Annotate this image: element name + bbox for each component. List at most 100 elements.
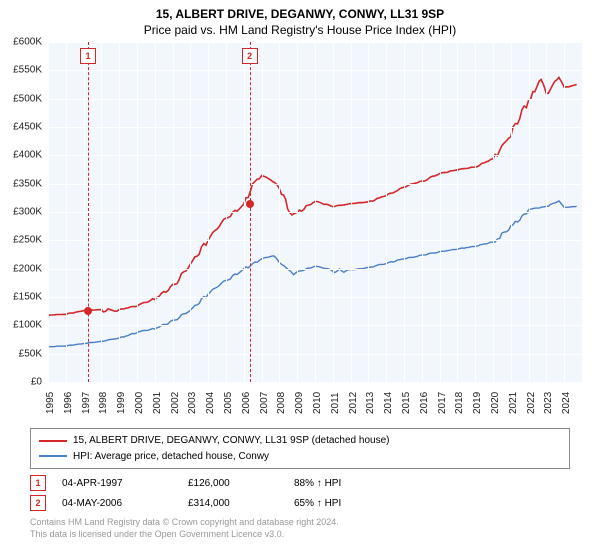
legend-swatch-1: [39, 455, 67, 457]
gridline-v: [315, 42, 316, 382]
gridline-v: [422, 42, 423, 382]
gridline-v: [351, 42, 352, 382]
xtick-label: 2000: [134, 392, 145, 414]
ytick-label: £550K: [0, 65, 42, 76]
marker-dot: [246, 200, 254, 208]
gridline-v: [84, 42, 85, 382]
xtick-label: 2013: [365, 392, 376, 414]
gridline-v: [66, 42, 67, 382]
gridline-v: [404, 42, 405, 382]
ytick-label: £250K: [0, 235, 42, 246]
marker-price: £126,000: [188, 478, 278, 489]
marker-data-row: 1 04-APR-1997 £126,000 88% ↑ HPI: [30, 475, 570, 491]
ytick-label: £200K: [0, 263, 42, 274]
marker-date: 04-MAY-2006: [62, 498, 172, 509]
legend-label-0: 15, ALBERT DRIVE, DEGANWY, CONWY, LL31 9…: [73, 433, 389, 449]
xtick-label: 2001: [152, 392, 163, 414]
gridline-v: [440, 42, 441, 382]
gridline-v: [368, 42, 369, 382]
xtick-label: 2018: [454, 392, 465, 414]
title-line-2: Price paid vs. HM Land Registry's House …: [0, 22, 600, 38]
gridline-v: [155, 42, 156, 382]
marker-data-rows: 1 04-APR-1997 £126,000 88% ↑ HPI 2 04-MAY-200…: [30, 475, 570, 511]
xtick-label: 2006: [241, 392, 252, 414]
xtick-label: 2024: [561, 392, 572, 414]
gridline-v: [262, 42, 263, 382]
series-line: [48, 77, 577, 315]
legend-label-1: HPI: Average price, detached house, Conw…: [73, 449, 269, 465]
gridline-v: [279, 42, 280, 382]
xtick-label: 2012: [348, 392, 359, 414]
ytick-label: £100K: [0, 320, 42, 331]
xtick-label: 2017: [437, 392, 448, 414]
chart-area: £0 £50K £100K £150K £200K £250K £300K £350K £400…: [0, 42, 600, 422]
legend-row: HPI: Average price, detached house, Conw…: [39, 449, 561, 465]
ytick-label: £0: [0, 377, 42, 388]
gridline-h: [48, 382, 582, 383]
gridline-v: [208, 42, 209, 382]
marker-dot: [84, 307, 92, 315]
ytick-label: £600K: [0, 37, 42, 48]
gridline-v: [173, 42, 174, 382]
gridline-v: [297, 42, 298, 382]
xtick-label: 2002: [170, 392, 181, 414]
xtick-label: 2023: [543, 392, 554, 414]
marker-data-row: 2 04-MAY-2006 £314,000 65% ↑ HPI: [30, 495, 570, 511]
gridline-v: [226, 42, 227, 382]
xtick-label: 1998: [98, 392, 109, 414]
marker-vline: [250, 42, 251, 382]
marker-number-box: 2: [30, 495, 46, 511]
gridline-v: [493, 42, 494, 382]
gridline-v: [333, 42, 334, 382]
legend-row: 15, ALBERT DRIVE, DEGANWY, CONWY, LL31 9…: [39, 433, 561, 449]
ytick-label: £300K: [0, 207, 42, 218]
gridline-v: [457, 42, 458, 382]
marker-number-box: 1: [80, 48, 96, 64]
ytick-label: £150K: [0, 292, 42, 303]
xtick-label: 1996: [63, 392, 74, 414]
xtick-label: 2019: [472, 392, 483, 414]
gridline-v: [101, 42, 102, 382]
legend-box: 15, ALBERT DRIVE, DEGANWY, CONWY, LL31 9…: [30, 428, 570, 469]
gridline-v: [529, 42, 530, 382]
legend-swatch-0: [39, 440, 67, 442]
ytick-label: £400K: [0, 150, 42, 161]
ytick-label: £50K: [0, 348, 42, 359]
xtick-label: 2014: [383, 392, 394, 414]
xtick-label: 1997: [81, 392, 92, 414]
title-line-1: 15, ALBERT DRIVE, DEGANWY, CONWY, LL31 9…: [0, 6, 600, 22]
gridline-v: [386, 42, 387, 382]
xtick-label: 2021: [508, 392, 519, 414]
xtick-label: 2005: [223, 392, 234, 414]
marker-number-box: 2: [242, 48, 258, 64]
marker-number-box: 1: [30, 475, 46, 491]
xtick-label: 2007: [259, 392, 270, 414]
legend-area: 15, ALBERT DRIVE, DEGANWY, CONWY, LL31 9…: [30, 428, 570, 540]
marker-delta: 88% ↑ HPI: [294, 478, 341, 489]
marker-delta: 65% ↑ HPI: [294, 498, 341, 509]
gridline-v: [546, 42, 547, 382]
xtick-label: 2009: [294, 392, 305, 414]
gridline-v: [564, 42, 565, 382]
ytick-label: £500K: [0, 93, 42, 104]
gridline-v: [190, 42, 191, 382]
ytick-label: £350K: [0, 178, 42, 189]
marker-date: 04-APR-1997: [62, 478, 172, 489]
xtick-label: 2010: [312, 392, 323, 414]
footnote: Contains HM Land Registry data © Crown c…: [30, 517, 570, 540]
xtick-label: 2011: [330, 392, 341, 414]
gridline-v: [244, 42, 245, 382]
xtick-label: 2016: [419, 392, 430, 414]
xtick-label: 2022: [526, 392, 537, 414]
xtick-label: 2004: [205, 392, 216, 414]
gridline-v: [48, 42, 49, 382]
marker-price: £314,000: [188, 498, 278, 509]
gridline-v: [511, 42, 512, 382]
gridline-v: [137, 42, 138, 382]
footnote-line-1: Contains HM Land Registry data © Crown c…: [30, 517, 570, 529]
chart-container: 15, ALBERT DRIVE, DEGANWY, CONWY, LL31 9…: [0, 0, 600, 560]
xtick-label: 2020: [490, 392, 501, 414]
marker-vline: [88, 42, 89, 382]
chart-title: 15, ALBERT DRIVE, DEGANWY, CONWY, LL31 9…: [0, 0, 600, 38]
xtick-label: 1999: [116, 392, 127, 414]
